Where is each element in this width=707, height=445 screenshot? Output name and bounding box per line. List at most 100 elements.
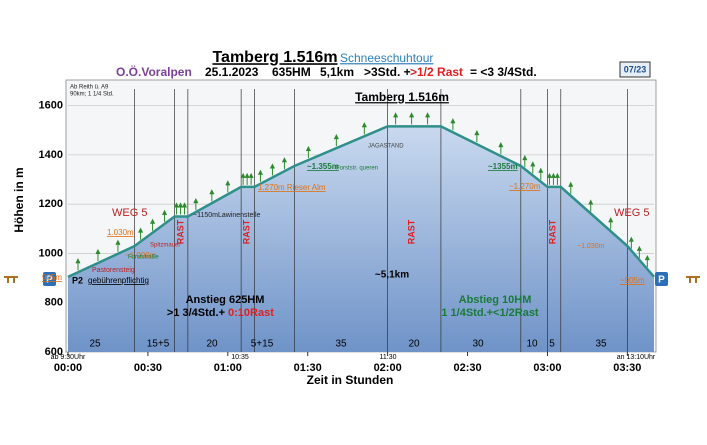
- profile-area: [68, 126, 654, 353]
- annotation: 0:10Rast: [228, 307, 274, 319]
- annotation: ~1.355m: [307, 162, 339, 171]
- x-tick-label: 01:00: [214, 362, 242, 374]
- annotation: RAST: [406, 219, 416, 244]
- x-tick-label: 01:30: [294, 362, 322, 374]
- tree: [281, 157, 287, 170]
- tree: [547, 172, 552, 185]
- annotation: ~1.000m: [125, 251, 157, 260]
- tree: [450, 118, 456, 131]
- distance: 5,1km: [320, 65, 354, 79]
- annotation: RAST: [241, 219, 251, 244]
- annotation: Forststr. queren: [336, 166, 378, 172]
- y-tick-label: 1600: [39, 100, 63, 112]
- segment-label: 5+15: [251, 339, 274, 350]
- annotation: RAST: [175, 219, 185, 244]
- tree: [474, 130, 480, 143]
- date: 25.1.2023: [205, 65, 259, 79]
- clock-label: 10:35: [231, 354, 249, 361]
- segment-label: 25: [89, 339, 101, 350]
- tree: [333, 134, 339, 147]
- segment-label: 15+5: [147, 339, 170, 350]
- annotation: gebührenpflichtig: [88, 276, 149, 285]
- tree: [393, 112, 399, 125]
- annotation: Forststraße: [128, 255, 159, 261]
- annotation: 90km; 1 1/4 Std.: [70, 92, 114, 98]
- segment-label: 5: [549, 339, 555, 350]
- svg-text:P: P: [46, 275, 53, 286]
- tree: [551, 172, 556, 185]
- x-tick-label: 00:00: [54, 362, 82, 374]
- title: Tamberg 1.516m: [212, 49, 337, 66]
- segment-label: 35: [335, 339, 347, 350]
- tree: [258, 169, 263, 182]
- tree: [361, 122, 367, 135]
- annotation: RAST: [547, 219, 557, 244]
- tree: [498, 141, 504, 155]
- annotation: ~1355m: [488, 162, 518, 171]
- tree: [244, 172, 250, 185]
- tree: [568, 181, 574, 194]
- y-tick-label: 600: [45, 346, 63, 358]
- annotation: P2: [72, 275, 83, 285]
- tree: [174, 202, 179, 215]
- annotation: Ab Reith ü. A9: [70, 85, 109, 91]
- segment-label: 10: [526, 339, 538, 350]
- tree: [240, 172, 246, 185]
- tree: [138, 227, 144, 240]
- tree: [554, 172, 560, 185]
- badge-box: [619, 61, 651, 78]
- annotation: ~905m: [620, 276, 645, 285]
- total: = <3 3/4Std.: [470, 65, 537, 79]
- x-tick-label: 02:30: [453, 362, 481, 374]
- annotation: 1.030m: [107, 228, 134, 237]
- tree: [269, 163, 275, 176]
- tree: [182, 202, 187, 215]
- tree: [248, 172, 254, 185]
- tree: [425, 112, 431, 125]
- tree: [150, 218, 156, 231]
- annotation: Spitzmauer: [150, 243, 180, 249]
- annotation: 1 1/4Std.+<1/2Rast: [441, 307, 539, 319]
- badge: 07/23: [624, 64, 647, 74]
- annotation: ~1.030m: [577, 243, 605, 250]
- y-tick-label: 1000: [39, 247, 63, 259]
- tree: [75, 258, 81, 271]
- y-tick-label: 1400: [39, 149, 63, 161]
- annotation: 905m: [42, 273, 62, 282]
- tree: [225, 180, 231, 193]
- y-tick-label: 800: [45, 297, 63, 309]
- clock-label: an 13:10Uhr: [617, 354, 656, 361]
- annotation: JAGASTAND: [368, 144, 404, 150]
- subtitle: Schneeschuhtour: [340, 51, 433, 65]
- annotation: Anstieg 625HM: [186, 294, 265, 306]
- clock-label: 11:30: [380, 354, 397, 361]
- annotation: ~1.270m: [509, 182, 541, 191]
- segment-label: 20: [408, 339, 420, 350]
- annotation: Abstieg 10HM: [459, 294, 532, 306]
- tree: [409, 112, 415, 125]
- tree: [193, 197, 199, 211]
- x-axis-label: Zeit in Stunden: [307, 373, 394, 387]
- x-tick-label: 03:30: [613, 362, 641, 374]
- svg-text:P: P: [658, 275, 665, 286]
- tree: [588, 199, 594, 212]
- y-axis-label: Höhen in m: [12, 167, 26, 232]
- annotation: Pastorensteig: [92, 267, 135, 274]
- x-tick-label: 00:30: [134, 362, 162, 374]
- clock-label: ab 9:30Uhr: [51, 354, 86, 361]
- annotation: ~1150mLawinenstelle: [193, 212, 260, 219]
- tree: [628, 236, 634, 249]
- time: >3Std. +: [364, 65, 411, 79]
- tree: [636, 245, 642, 258]
- tree: [178, 202, 183, 215]
- segment-label: 30: [472, 339, 484, 350]
- annotation: WEG 5: [112, 207, 147, 219]
- tree: [608, 217, 614, 230]
- region: O.Ö.Voralpen: [116, 64, 192, 79]
- elevation-gain: 635HM: [272, 65, 311, 79]
- parking-left: P: [4, 272, 56, 286]
- y-tick-label: 1200: [39, 198, 63, 210]
- tree: [95, 248, 101, 262]
